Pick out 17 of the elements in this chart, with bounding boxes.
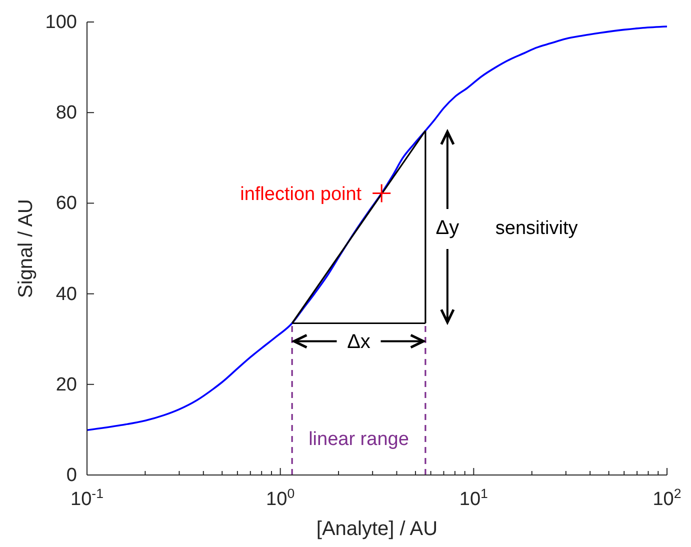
y-axis-title: Signal / AU: [15, 199, 37, 298]
y-tick-label: 80: [56, 102, 77, 124]
y-tick-label: 20: [56, 374, 77, 396]
x-tick-label: 10$^{1}$: [459, 486, 488, 510]
y-tick-label: 60: [56, 193, 77, 214]
x-tick-label: 10$^{2}$: [652, 486, 682, 510]
x-tick-label: 10$^{-1}$: [70, 486, 104, 510]
y-tick-label: 100: [45, 12, 77, 33]
y-tick-label: 0: [66, 465, 77, 486]
annotation: Δy: [436, 216, 460, 239]
annotation: inflection point: [240, 184, 362, 206]
annotation: sensitivity: [495, 218, 578, 239]
y-tick-label: 40: [56, 284, 77, 305]
x-tick-label: 10$^{0}$: [266, 486, 295, 510]
annotation: Δx: [347, 331, 370, 354]
annotation: linear range: [308, 429, 409, 450]
x-axis-title: [Analyte] / AU: [316, 518, 438, 540]
